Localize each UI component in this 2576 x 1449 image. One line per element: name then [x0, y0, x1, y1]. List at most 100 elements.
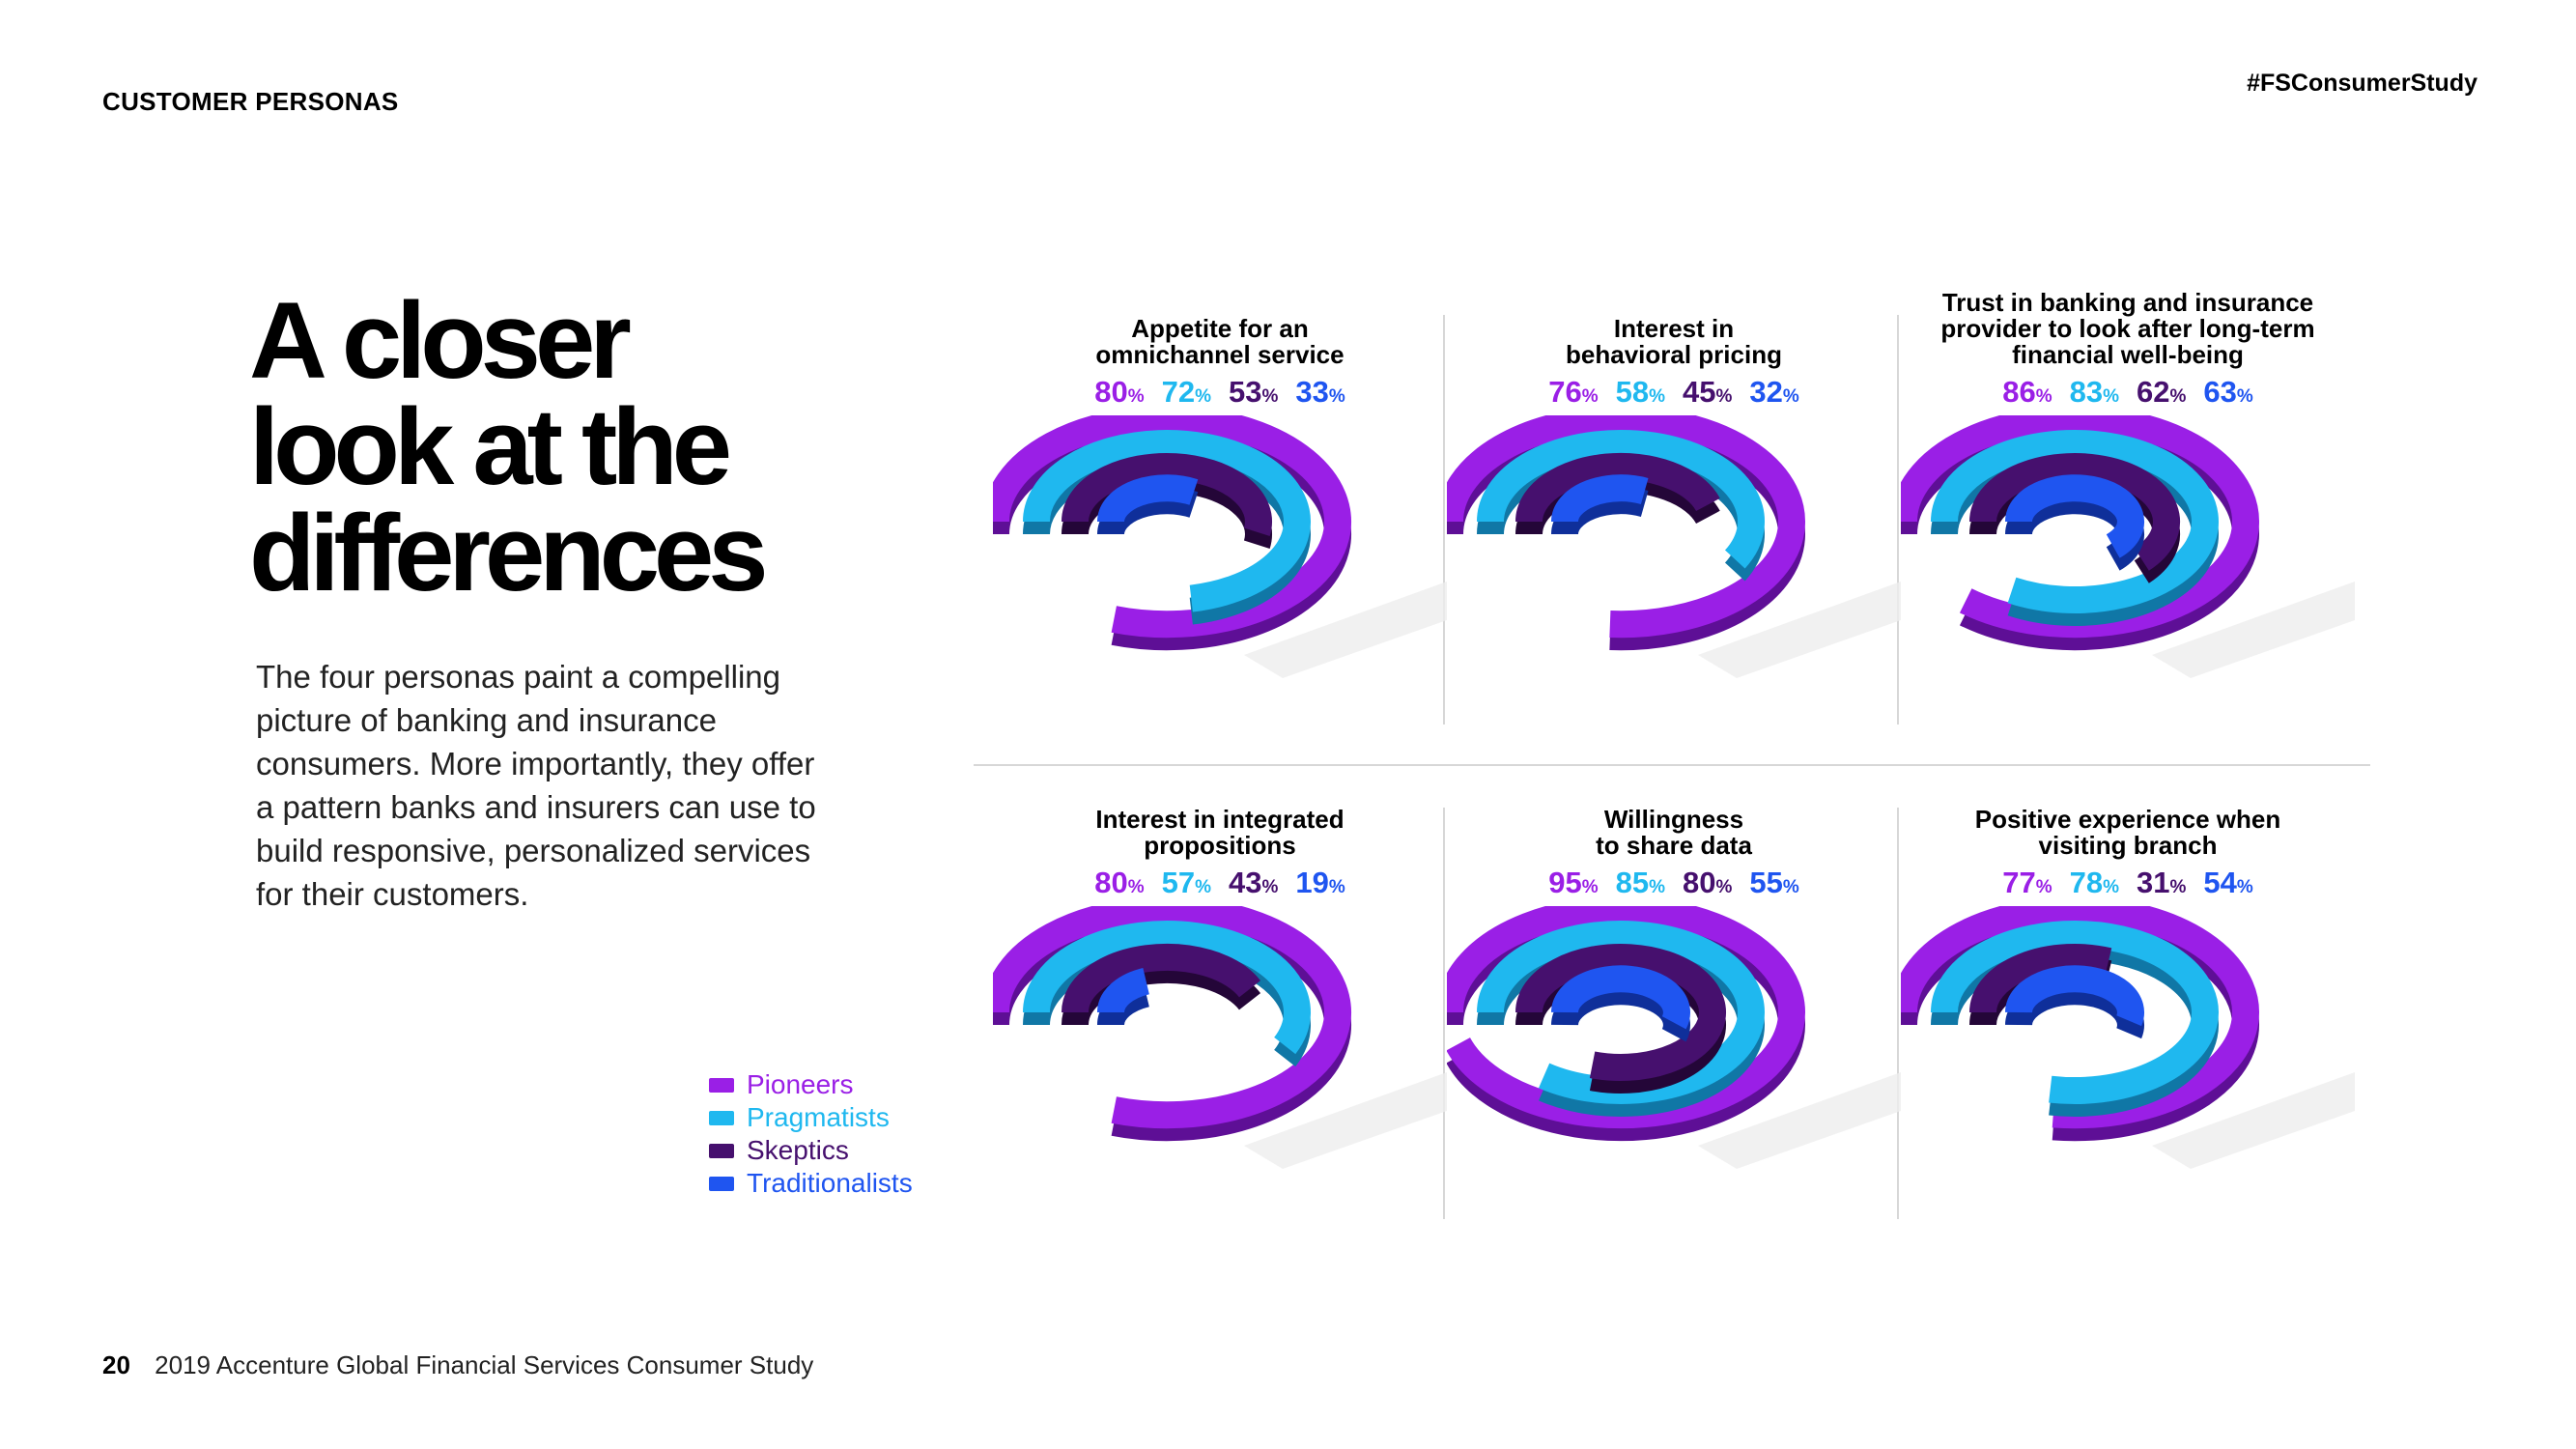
ring-pioneers [993, 415, 1351, 651]
data-label-pioneers: 77% [2002, 866, 2052, 899]
percent-sign: % [1581, 386, 1599, 407]
ring-top [1931, 921, 2219, 1105]
data-label-pragmatists: 83% [2069, 375, 2119, 409]
chart-title-line: omnichannel service [1095, 340, 1345, 369]
ring-pioneers [1901, 906, 2259, 1142]
chart-shadow [1698, 1072, 1901, 1169]
chart-shadow [1698, 582, 1901, 678]
percent-sign: % [1328, 386, 1345, 407]
radial-chart [1447, 906, 1901, 1169]
data-label-traditionalists: 54% [2203, 866, 2253, 899]
ring-top [1023, 921, 1311, 1055]
ring-skeptics [1061, 943, 1261, 1026]
radial-chart [993, 415, 1447, 678]
chart-title: Interest in behavioral pricing [1447, 316, 1901, 368]
legend-swatch [709, 1077, 734, 1093]
chart-title: Willingness to share data [1447, 807, 1901, 859]
percent-sign: % [1782, 877, 1799, 897]
data-label-skeptics: 62% [2137, 375, 2187, 409]
chart-title: Interest in integrated propositions [993, 807, 1447, 859]
data-label-skeptics: 31% [2137, 866, 2187, 899]
percent-sign: % [1127, 386, 1145, 407]
data-label-pioneers: 80% [1094, 866, 1145, 899]
percent-sign: % [2169, 877, 2187, 897]
data-labels: 95% 85% 80% 55% [1447, 866, 1901, 900]
data-label-traditionalists: 32% [1749, 375, 1799, 409]
ring-top [1062, 452, 1272, 536]
ring-pragmatists [1931, 430, 2219, 627]
footer-text: 2019 Accenture Global Financial Services… [155, 1350, 814, 1379]
data-labels: 77% 78% 31% 54% [1901, 866, 2355, 900]
chart-title-line: financial well-being [2012, 340, 2244, 369]
data-label-pragmatists: 78% [2069, 866, 2119, 899]
hashtag: #FSConsumerStudy [2247, 70, 2477, 97]
ring-top [1061, 943, 1261, 1013]
percent-sign: % [1649, 386, 1665, 407]
chart-title-line: Appetite for an [1131, 314, 1309, 343]
ring-top [1515, 452, 1720, 523]
data-label-pioneers: 86% [2002, 375, 2052, 409]
ring-top [2005, 965, 2144, 1027]
percent-sign: % [1715, 386, 1733, 407]
legend-label: Traditionalists [747, 1168, 913, 1198]
ring-traditionalists [1551, 965, 1690, 1042]
data-label-traditionalists: 19% [1295, 866, 1345, 899]
percent-sign: % [1782, 386, 1799, 407]
ring-top [1551, 965, 1690, 1030]
data-label-pragmatists: 72% [1161, 375, 1211, 409]
legend-label: Pioneers [747, 1069, 854, 1099]
ring-top [1097, 474, 1199, 524]
ring-pragmatists [1023, 430, 1311, 625]
column-divider [1443, 808, 1445, 1219]
percent-sign: % [2169, 386, 2187, 407]
ring-top [2005, 474, 2144, 558]
data-labels: 80% 57% 43% 19% [993, 866, 1447, 900]
percent-sign: % [2236, 877, 2253, 897]
percent-sign: % [2035, 877, 2052, 897]
ring-pioneers [1447, 415, 1805, 651]
percent-sign: % [1261, 386, 1279, 407]
ring-traditionalists [2005, 474, 2144, 571]
chart-title: Positive experience when visiting branch [1901, 807, 2355, 859]
data-labels: 86% 83% 62% 63% [1901, 375, 2355, 410]
data-label-pragmatists: 58% [1615, 375, 1665, 409]
ring-traditionalists [2005, 965, 2144, 1039]
data-label-pragmatists: 85% [1615, 866, 1665, 899]
data-labels: 80% 72% 53% 33% [993, 375, 1447, 410]
chart-title-line: behavioral pricing [1566, 340, 1782, 369]
legend-item-pioneers: Pioneers [709, 1068, 913, 1101]
chart-title: Appetite for an omnichannel service [993, 316, 1447, 368]
title-line: A closer [249, 280, 632, 401]
data-labels: 76% 58% 45% 32% [1447, 375, 1901, 410]
radial-chart [993, 906, 1447, 1169]
ring-top [1931, 430, 2219, 614]
ring-traditionalists [1551, 474, 1649, 536]
chart-panel: Willingness to share data 95% 85% 80% 55% [1447, 781, 1901, 1186]
ring-top [1477, 429, 1765, 569]
intro-paragraph: The four personas paint a compelling pic… [256, 659, 816, 912]
data-label-pioneers: 76% [1548, 375, 1599, 409]
ring-top [993, 415, 1351, 639]
chart-title-line: Willingness [1603, 805, 1744, 834]
percent-sign: % [1127, 877, 1145, 897]
ring-top [1096, 967, 1150, 1014]
ring-traditionalists [1097, 474, 1199, 536]
title-line: look at the [249, 386, 732, 507]
column-divider [1897, 315, 1899, 724]
chart-title-line: visiting branch [2038, 831, 2218, 860]
legend-swatch [709, 1176, 734, 1191]
radial-chart [1901, 906, 2355, 1169]
legend-item-pragmatists: Pragmatists [709, 1101, 913, 1134]
chart-shadow [1244, 582, 1447, 678]
chart-title-line: propositions [1144, 831, 1296, 860]
percent-sign: % [1328, 877, 1345, 897]
data-label-pioneers: 80% [1094, 375, 1145, 409]
legend-swatch [709, 1143, 734, 1158]
chart-panel: Interest in integrated propositions 80% 57%… [993, 781, 1447, 1186]
radial-chart [1901, 415, 2355, 678]
chart-title-line: Interest in [1613, 314, 1735, 343]
percent-sign: % [1261, 877, 1279, 897]
percent-sign: % [1581, 877, 1599, 897]
percent-sign: % [2236, 386, 2253, 407]
chart-title-line: to share data [1596, 831, 1752, 860]
